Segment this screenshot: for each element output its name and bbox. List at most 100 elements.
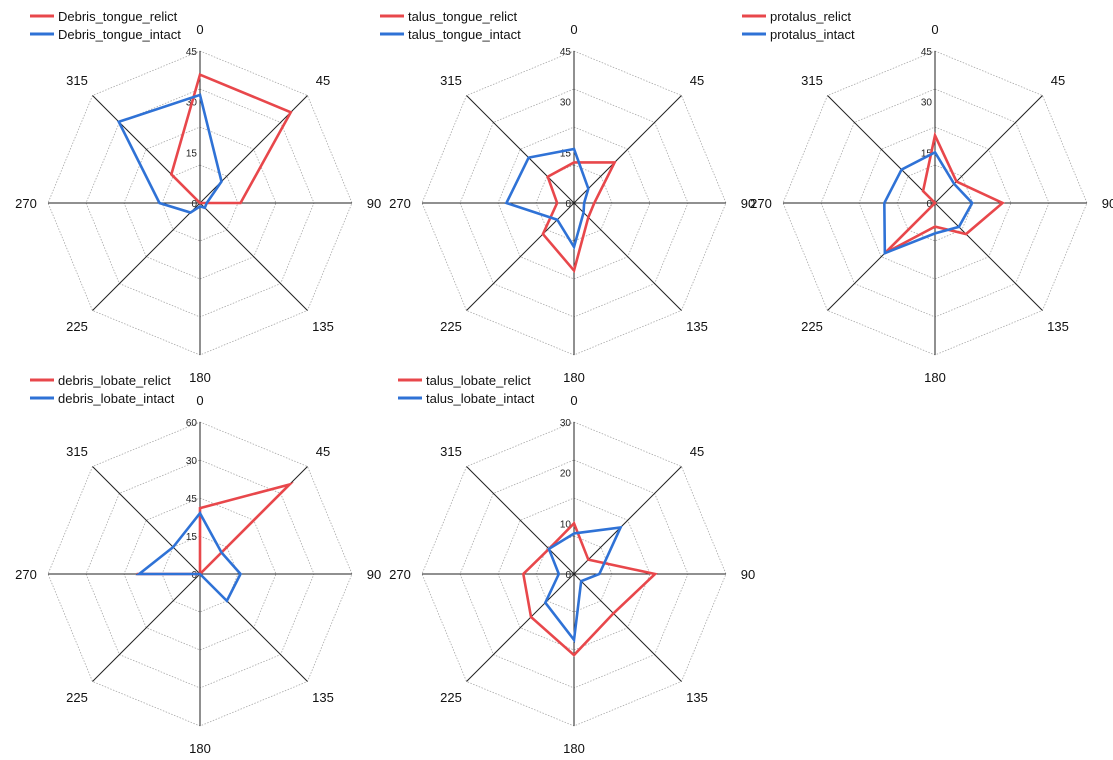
legend-label: Debris_tongue_relict <box>58 9 178 24</box>
grid-ring <box>123 497 277 651</box>
axis-spoke <box>92 573 201 682</box>
direction-label: 90 <box>1102 196 1113 211</box>
direction-label: 45 <box>316 444 330 459</box>
direction-label: 135 <box>312 319 334 334</box>
series-line-intact <box>116 93 223 214</box>
axis-spoke <box>934 95 1043 204</box>
tick-label: 45 <box>186 494 198 505</box>
grid-ring <box>858 126 1012 280</box>
radar-chart-2: 0 45 90 135 180 225 270 315 0 15 30 45 talus_tongue_… <box>380 9 755 385</box>
direction-label: 270 <box>15 567 37 582</box>
legend-label: talus_lobate_relict <box>426 373 531 388</box>
tick-label: 30 <box>186 456 198 467</box>
tick-label: 45 <box>186 47 198 58</box>
direction-label: 0 <box>570 393 577 408</box>
tick-label: 0 <box>191 199 197 210</box>
series-line-intact <box>504 147 590 251</box>
axis-spoke <box>466 466 575 575</box>
direction-label: 315 <box>66 73 88 88</box>
direction-label: 90 <box>367 196 381 211</box>
direction-label: 315 <box>440 73 462 88</box>
radar-chart-4: 0 45 90 135 180 225 270 315 0 15 45 30 60 debris_loba… <box>15 373 381 756</box>
direction-label: 0 <box>196 22 203 37</box>
series-line-relict <box>169 72 293 205</box>
legend-label: debris_lobate_intact <box>58 391 175 406</box>
direction-label: 270 <box>750 196 772 211</box>
axis-spoke <box>92 466 201 575</box>
tick-label: 20 <box>560 469 572 480</box>
axis-spoke <box>466 573 575 682</box>
tick-label: 15 <box>921 148 933 159</box>
tick-label: 15 <box>186 532 198 543</box>
direction-label: 45 <box>690 73 704 88</box>
direction-label: 90 <box>367 567 381 582</box>
series-line-intact <box>543 525 623 644</box>
tick-label: 0 <box>565 570 571 581</box>
tick-label: 10 <box>560 519 572 530</box>
direction-label: 135 <box>686 690 708 705</box>
tick-label: 0 <box>926 199 932 210</box>
direction-label: 315 <box>440 444 462 459</box>
direction-label: 45 <box>1051 73 1065 88</box>
series-line-relict <box>136 481 294 576</box>
axis-spoke <box>934 202 1043 311</box>
radar-chart-3: 0 45 90 135 180 225 270 315 0 15 30 45 protalus_reli… <box>742 9 1113 385</box>
direction-label: 180 <box>563 370 585 385</box>
direction-label: 180 <box>189 741 211 756</box>
grid-ring <box>123 126 277 280</box>
axis-spoke <box>92 202 201 311</box>
tick-label: 15 <box>186 148 198 159</box>
grid-ring <box>497 497 651 651</box>
series-line-relict <box>883 131 1005 255</box>
axis-spoke <box>573 466 682 575</box>
series-line-relict <box>521 520 658 657</box>
direction-label: 270 <box>389 196 411 211</box>
tick-label: 15 <box>560 148 572 159</box>
direction-label: 135 <box>686 319 708 334</box>
tick-label: 30 <box>560 98 572 109</box>
direction-label: 270 <box>15 196 37 211</box>
tick-label: 30 <box>560 418 572 429</box>
radar-chart-5: 0 45 90 135 180 225 270 315 0 10 20 30 talus_lobate_… <box>389 373 755 756</box>
legend-label: talus_tongue_intact <box>408 27 521 42</box>
axis-spoke <box>573 573 682 682</box>
direction-label: 180 <box>924 370 946 385</box>
direction-label: 0 <box>570 22 577 37</box>
direction-label: 225 <box>440 319 462 334</box>
direction-label: 0 <box>196 393 203 408</box>
tick-label: 60 <box>186 418 198 429</box>
direction-label: 225 <box>66 690 88 705</box>
radar-chart-1: 045901351802252703150153045Debris_tongue… <box>15 9 381 385</box>
axis-spoke <box>466 202 575 311</box>
legend-label: protalus_intact <box>770 27 855 42</box>
series-line-relict <box>541 161 617 274</box>
direction-label: 45 <box>316 73 330 88</box>
direction-label: 90 <box>741 567 755 582</box>
direction-label: 315 <box>66 444 88 459</box>
direction-label: 225 <box>801 319 823 334</box>
series-line-intact <box>135 510 243 604</box>
direction-label: 315 <box>801 73 823 88</box>
legend-label: talus_lobate_intact <box>426 391 535 406</box>
direction-label: 180 <box>563 741 585 756</box>
axis-spoke <box>573 95 682 204</box>
direction-label: 270 <box>389 567 411 582</box>
tick-label: 0 <box>565 199 571 210</box>
grid-ring <box>497 126 651 280</box>
direction-label: 90 <box>741 196 755 211</box>
legend-label: protalus_relict <box>770 9 851 24</box>
axis-spoke <box>466 95 575 204</box>
legend-label: talus_tongue_relict <box>408 9 518 24</box>
tick-label: 0 <box>191 570 197 581</box>
legend-label: Debris_tongue_intact <box>58 27 181 42</box>
direction-label: 135 <box>1047 319 1069 334</box>
tick-label: 30 <box>921 98 933 109</box>
direction-label: 135 <box>312 690 334 705</box>
direction-label: 225 <box>440 690 462 705</box>
direction-label: 225 <box>66 319 88 334</box>
tick-label: 45 <box>560 47 572 58</box>
direction-label: 180 <box>189 370 211 385</box>
axis-spoke <box>573 202 682 311</box>
legend-label: debris_lobate_relict <box>58 373 171 388</box>
